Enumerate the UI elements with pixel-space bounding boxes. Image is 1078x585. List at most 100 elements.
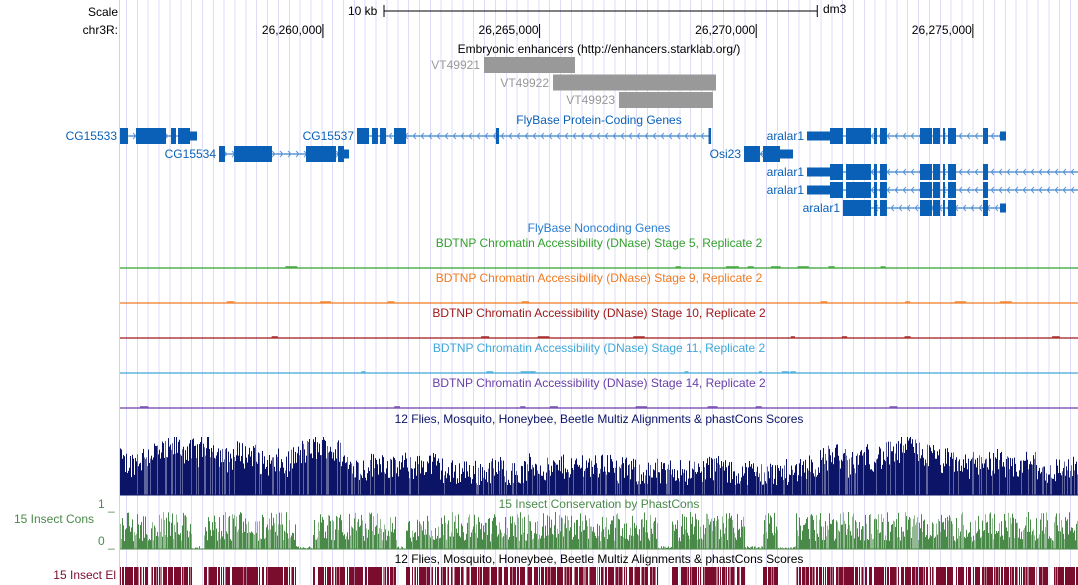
phastcons-bar	[605, 527, 606, 549]
multiz-bar	[972, 457, 973, 495]
multiz-bar	[640, 484, 641, 495]
gene-label-CG15534[interactable]: CG15534	[164, 147, 217, 161]
conserved-element	[359, 567, 360, 585]
phastcons-bar	[414, 532, 415, 549]
conserved-element	[437, 567, 438, 585]
dnase-stage9-title[interactable]: BDTNP Chromatin Accessibility (DNase) St…	[435, 271, 763, 285]
multiz-bar	[750, 466, 751, 495]
dnase-stage11-title[interactable]: BDTNP Chromatin Accessibility (DNase) St…	[432, 341, 766, 355]
conserved-element	[441, 567, 442, 585]
conserved-element	[739, 567, 740, 585]
gene-exon	[982, 200, 989, 216]
conserved-element	[454, 567, 455, 585]
multiz-bar	[697, 471, 698, 495]
phastcons-bar	[587, 526, 588, 549]
multiz-bar	[1040, 473, 1041, 495]
chrom-label: chr3R:	[82, 23, 118, 37]
multiz-bar	[785, 478, 786, 495]
multiz-bar	[891, 451, 892, 495]
gene-label-Osi23[interactable]: Osi23	[709, 147, 741, 161]
phastcons-bar	[924, 519, 925, 549]
phastcons-bar	[990, 512, 991, 549]
gene-label-CG15533[interactable]: CG15533	[65, 129, 117, 143]
multiz-bar	[650, 464, 651, 495]
multiz-bar	[262, 450, 263, 495]
phastcons-bar	[928, 539, 929, 549]
phastcons-bar	[672, 521, 673, 549]
protein-coding-track-title[interactable]: FlyBase Protein-Coding Genes	[516, 113, 682, 127]
multiz-bar	[1025, 460, 1026, 495]
phastcons-bar	[284, 530, 285, 549]
gene-label-CG15537[interactable]: CG15537	[302, 129, 354, 143]
enhancers-track-title[interactable]: Embryonic enhancers (http://enhancers.st…	[457, 42, 741, 56]
conserved-element	[473, 567, 474, 585]
phastcons-bar	[222, 536, 223, 549]
multiz-bar	[609, 472, 610, 495]
conserved-element	[205, 567, 206, 585]
conserved-element	[910, 567, 911, 585]
conserved-element	[141, 567, 142, 585]
dnase-stage10-title[interactable]: BDTNP Chromatin Accessibility (DNase) St…	[432, 306, 766, 320]
multiz-bar	[450, 481, 451, 495]
multiz-bar	[568, 472, 569, 495]
multiz-bar	[873, 471, 874, 495]
multiz-bar	[354, 477, 355, 495]
phastcons-bar	[296, 546, 297, 549]
conserved-element	[726, 567, 727, 585]
elements-side-label[interactable]: 15 Insect El	[53, 568, 116, 582]
multiz-bar	[824, 464, 825, 495]
phastcons-bar	[264, 538, 265, 549]
phastcons-bar	[366, 528, 367, 549]
multiz-bar	[174, 437, 175, 495]
elements-track-title[interactable]: 12 Flies, Mosquito, Honeybee, Beetle Mul…	[394, 552, 804, 566]
strand-arrow	[548, 132, 553, 140]
multiz-bar	[826, 460, 827, 495]
conserved-element	[624, 567, 625, 585]
phastcons-bar	[246, 524, 247, 549]
gene-label-aralar1[interactable]: aralar1	[802, 201, 840, 215]
multiz-bar	[971, 459, 972, 495]
gene-label-aralar1[interactable]: aralar1	[766, 183, 804, 197]
multiz-bar	[678, 478, 679, 495]
multiz-bar	[846, 455, 847, 495]
phastcons-bar	[297, 546, 298, 549]
conserved-element	[710, 567, 711, 585]
multiz-bar	[1015, 463, 1016, 495]
gene-label-aralar1[interactable]: aralar1	[766, 165, 804, 179]
dnase-stage14-title[interactable]: BDTNP Chromatin Accessibility (DNase) St…	[432, 376, 766, 390]
multiz-bar	[313, 439, 314, 495]
gene-label-aralar1[interactable]: aralar1	[766, 129, 804, 143]
enhancer-label[interactable]: VT49921	[431, 58, 480, 72]
dnase-stage5-title[interactable]: BDTNP Chromatin Accessibility (DNase) St…	[435, 236, 763, 250]
enhancer-label[interactable]: VT49923	[566, 93, 615, 107]
phastcons-bar	[535, 522, 536, 549]
phastcons-bar	[817, 533, 818, 549]
multiz-bar	[205, 455, 206, 495]
multiz-bar	[645, 475, 646, 495]
multiz-bar	[864, 451, 865, 495]
conserved-element	[1011, 567, 1012, 585]
multiz-bar	[892, 451, 893, 495]
multiz-bar	[1042, 467, 1043, 495]
multiz-bar	[290, 463, 291, 495]
phastcons-bar	[951, 521, 952, 549]
multiz-bar	[333, 452, 334, 495]
conserved-element	[692, 567, 693, 585]
phastcons-bar	[352, 527, 353, 549]
phastcons-track-title[interactable]: 15 Insect Conservation by PhastCons	[498, 497, 700, 511]
phastcons-bar	[854, 538, 855, 549]
noncoding-track-title[interactable]: FlyBase Noncoding Genes	[527, 221, 671, 235]
multiz-bar	[394, 458, 395, 495]
phastcons-bar	[206, 531, 207, 549]
enhancer-label[interactable]: VT49922	[500, 75, 550, 90]
multiz-track-title[interactable]: 12 Flies, Mosquito, Honeybee, Beetle Mul…	[394, 412, 804, 426]
multiz-bar	[813, 473, 814, 495]
phastcons-bar	[1042, 530, 1043, 549]
conserved-element	[599, 567, 600, 585]
strand-arrow	[958, 168, 963, 176]
phastcons-side-label[interactable]: 15 Insect Cons	[13, 512, 94, 526]
conserved-element	[1065, 567, 1066, 585]
conserved-element	[912, 567, 913, 585]
phastcons-bar	[243, 521, 244, 549]
